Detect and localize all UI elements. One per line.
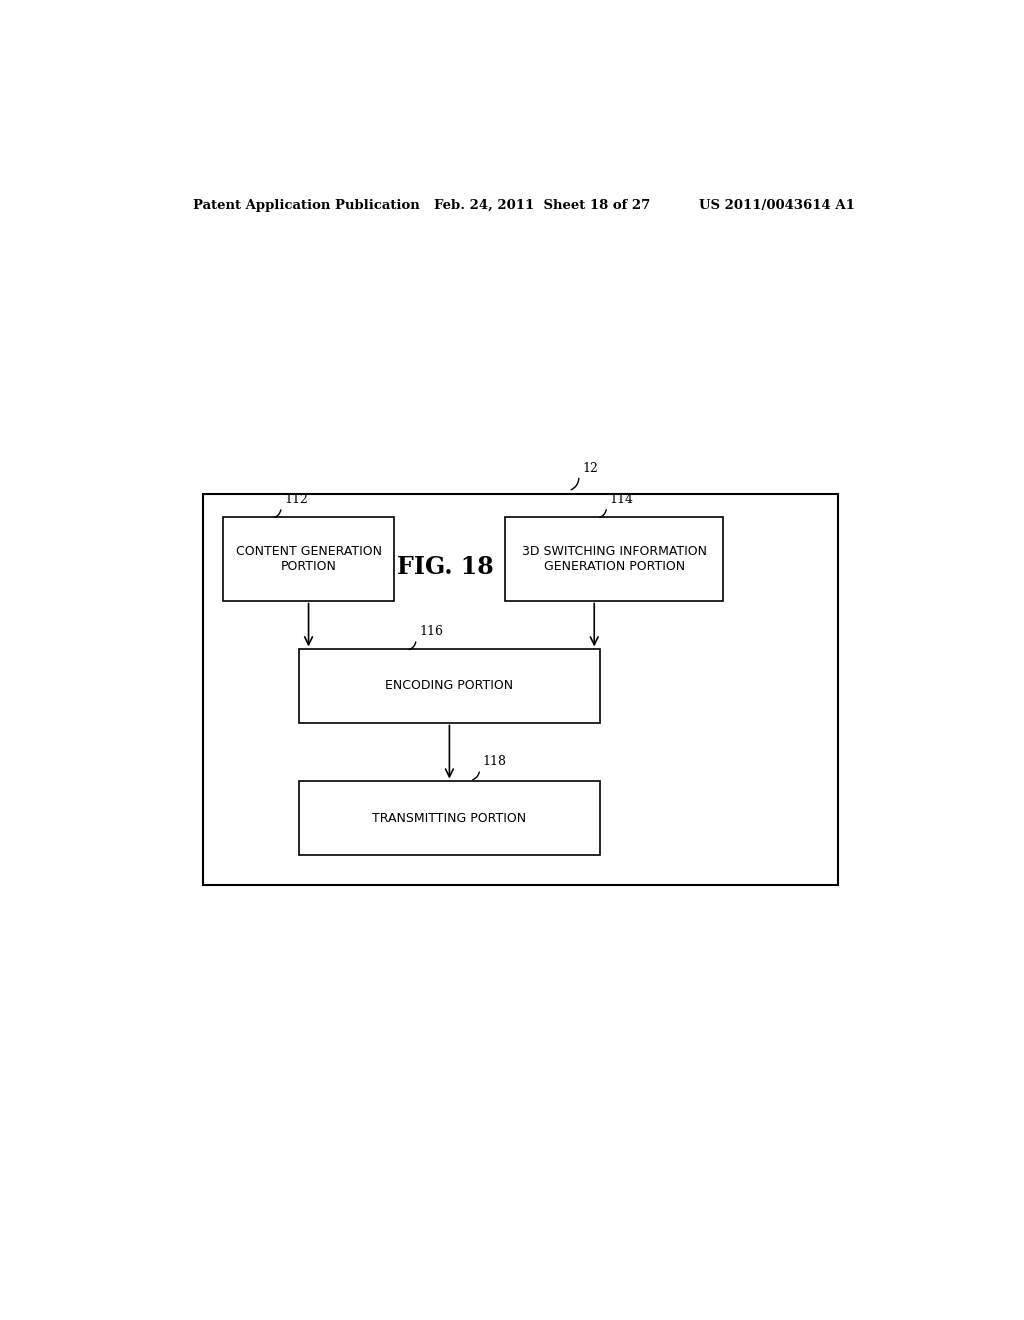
Text: 112: 112 bbox=[285, 492, 308, 506]
Text: Feb. 24, 2011  Sheet 18 of 27: Feb. 24, 2011 Sheet 18 of 27 bbox=[433, 199, 650, 213]
Bar bbox=[299, 649, 600, 722]
Text: 116: 116 bbox=[419, 626, 443, 638]
Bar bbox=[505, 517, 723, 601]
Text: 3D SWITCHING INFORMATION
GENERATION PORTION: 3D SWITCHING INFORMATION GENERATION PORT… bbox=[521, 545, 707, 573]
Text: 114: 114 bbox=[609, 492, 634, 506]
Text: CONTENT GENERATION
PORTION: CONTENT GENERATION PORTION bbox=[236, 545, 382, 573]
Text: 118: 118 bbox=[482, 755, 507, 768]
Bar bbox=[299, 781, 600, 854]
Text: Patent Application Publication: Patent Application Publication bbox=[194, 199, 420, 213]
Text: FIG. 18: FIG. 18 bbox=[397, 554, 494, 579]
Text: US 2011/0043614 A1: US 2011/0043614 A1 bbox=[699, 199, 855, 213]
Bar bbox=[204, 494, 839, 886]
Text: 12: 12 bbox=[583, 462, 599, 474]
Text: TRANSMITTING PORTION: TRANSMITTING PORTION bbox=[373, 812, 526, 825]
Text: ENCODING PORTION: ENCODING PORTION bbox=[385, 680, 513, 693]
Bar bbox=[223, 517, 394, 601]
